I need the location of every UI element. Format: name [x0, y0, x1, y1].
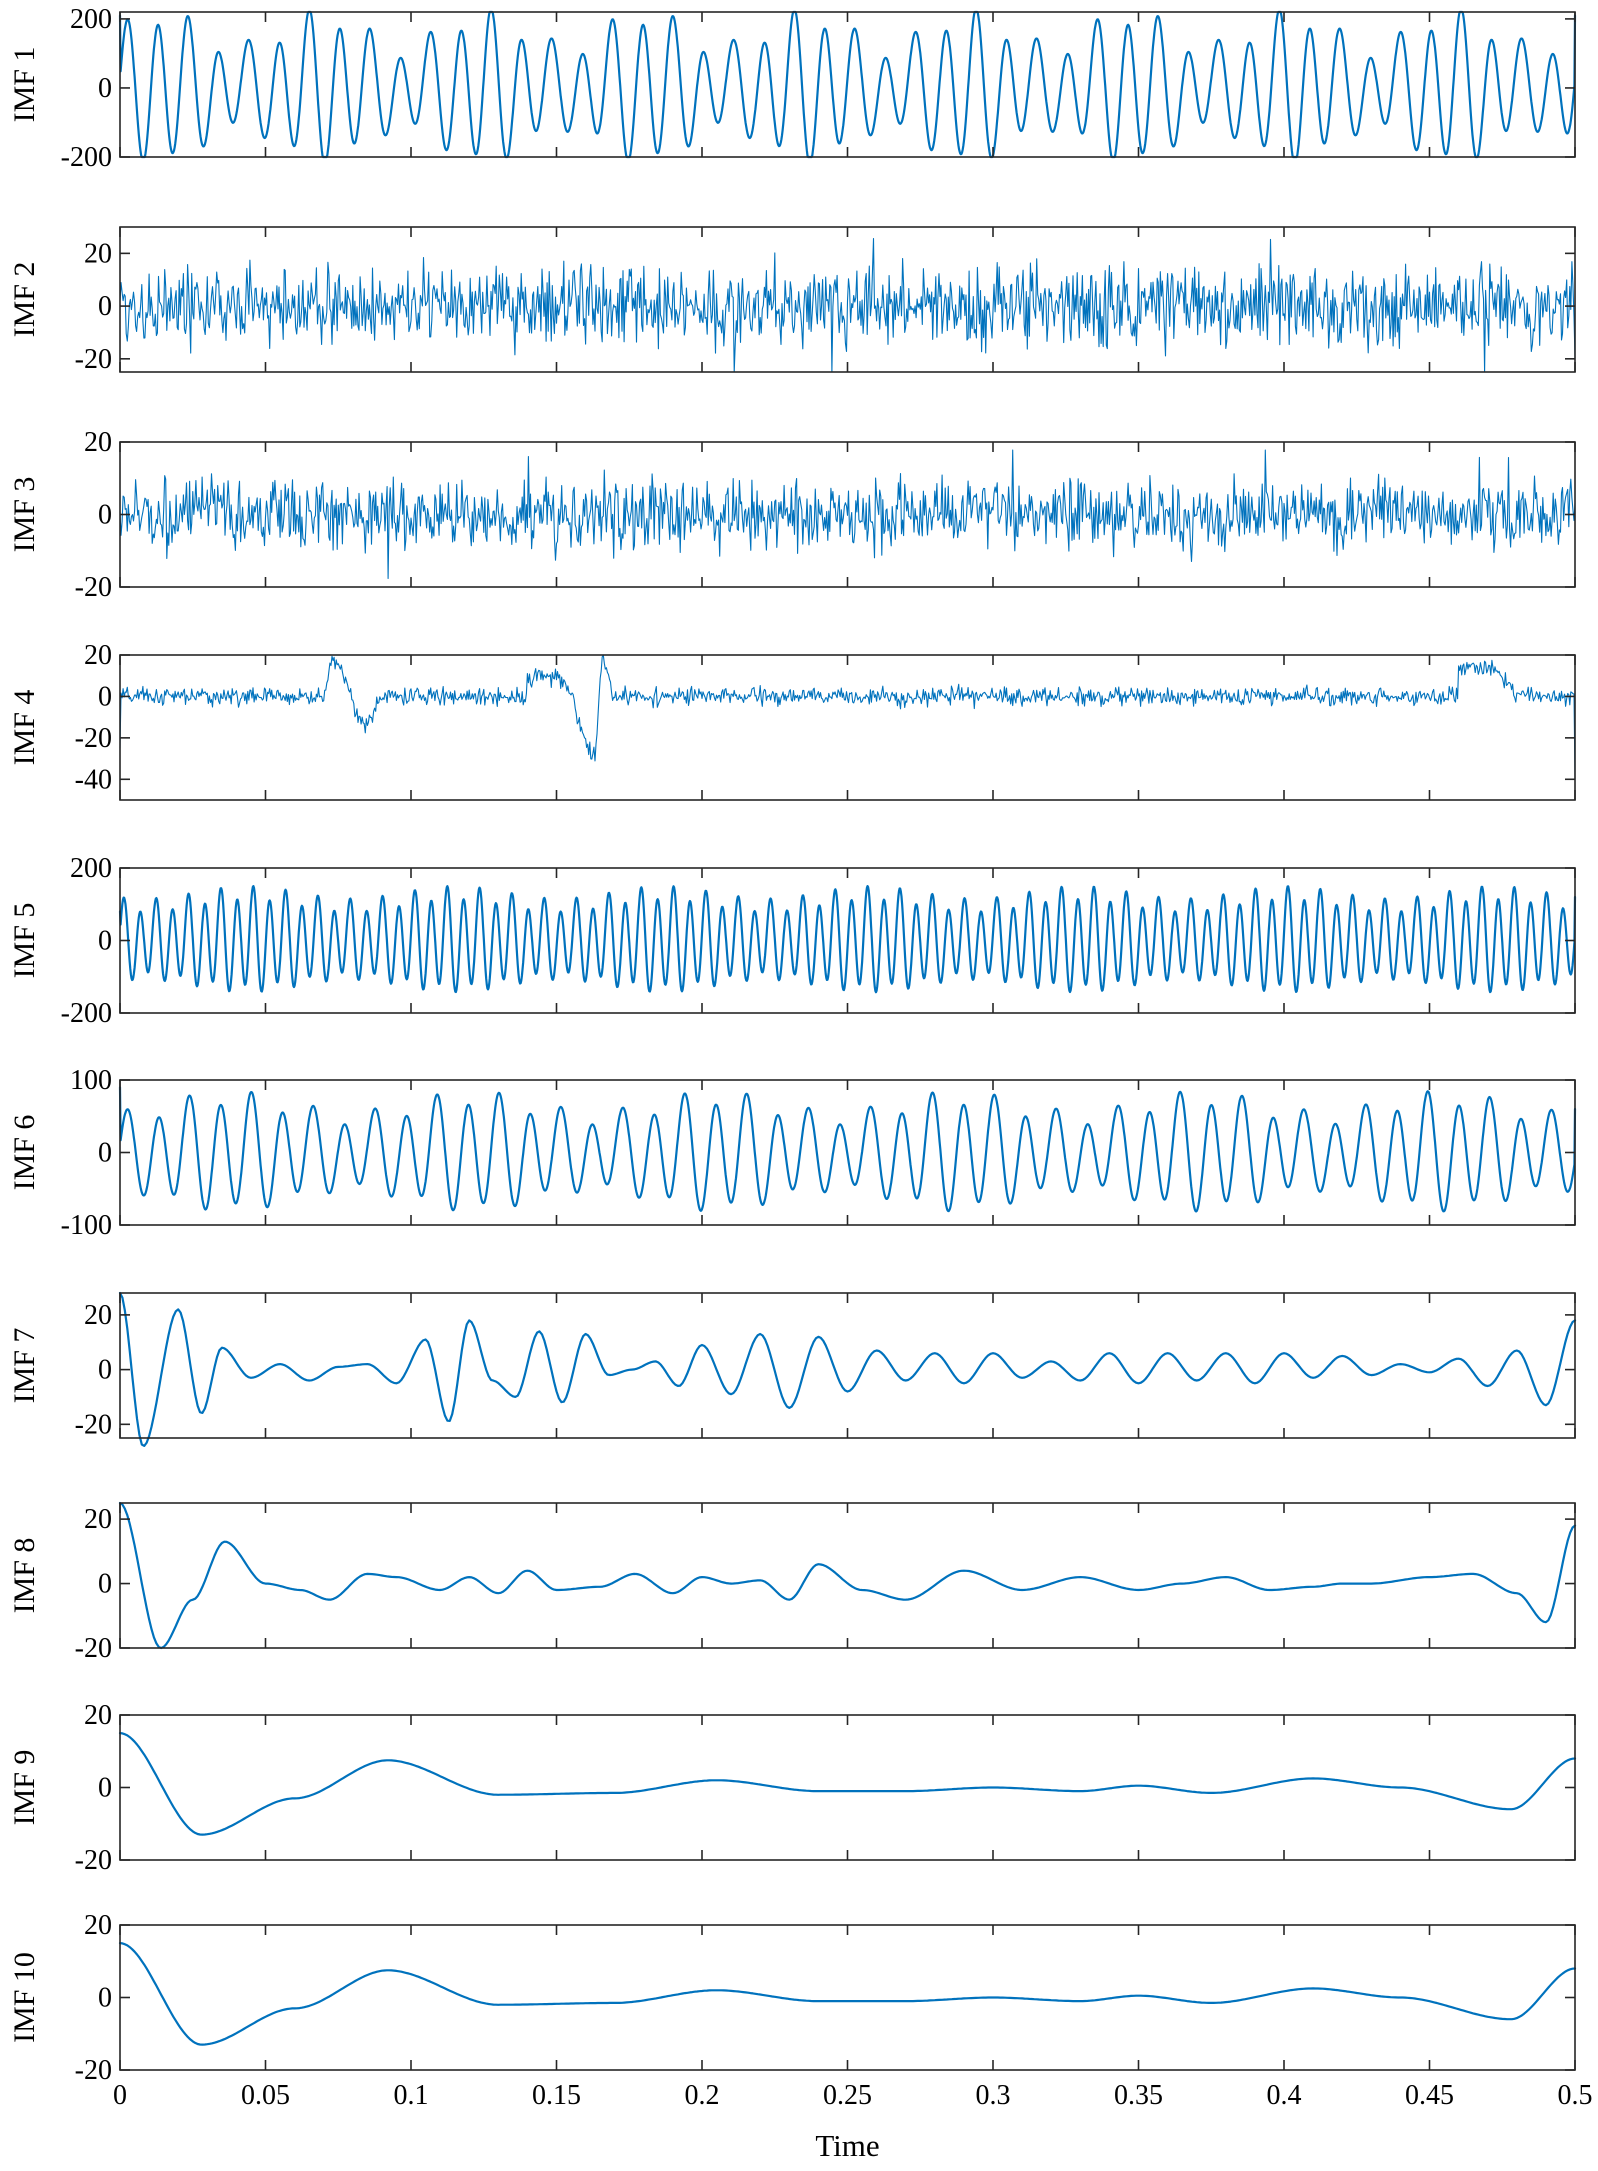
- imf3-ylabel: IMF 3: [8, 477, 41, 553]
- imf5-ytick-label: -200: [61, 998, 112, 1029]
- imf8-series-line: [118, 1501, 1577, 1650]
- xtick-label: 0.4: [1267, 2080, 1302, 2111]
- xtick-label: 0.15: [532, 2080, 581, 2111]
- xtick-label: 0.5: [1558, 2080, 1593, 2111]
- xtick-label: 0.25: [823, 2080, 872, 2111]
- imf5-ylabel: IMF 5: [8, 903, 41, 979]
- imf4-series-line: [119, 654, 1576, 780]
- xtick-label: 0.3: [976, 2080, 1011, 2111]
- imf4-ytick-label: -40: [75, 764, 112, 795]
- xtick-label: 0.1: [394, 2080, 429, 2111]
- imf1-ytick-label: -200: [61, 142, 112, 173]
- imf10-ylabel: IMF 10: [8, 1952, 41, 2043]
- imf4-ytick-label: 0: [98, 681, 112, 712]
- xtick-label: 0.45: [1405, 2080, 1454, 2111]
- xtick-label: 0.05: [241, 2080, 290, 2111]
- imf6-series-line: [118, 1086, 1577, 1213]
- imf6-ylabel: IMF 6: [8, 1115, 41, 1191]
- imf7-ylabel: IMF 7: [8, 1328, 41, 1404]
- imf9-ylabel: IMF 9: [8, 1750, 41, 1826]
- imf10-ytick-label: 20: [84, 1910, 112, 1941]
- imf1-series-line: [118, 10, 1577, 159]
- imf8-ylabel: IMF 8: [8, 1538, 41, 1614]
- imf7-ytick-label: -20: [75, 1409, 112, 1440]
- imf4-axes-frame: [119, 654, 1576, 801]
- imf5-ytick-label: 200: [70, 853, 112, 884]
- imf8-ytick-label: -20: [75, 1633, 112, 1664]
- imf1-ylabel: IMF 1: [8, 47, 41, 123]
- imf5-ytick-label: 0: [98, 926, 112, 957]
- imf3-ytick-label: -20: [75, 572, 112, 603]
- imf7-series-line: [118, 1291, 1577, 1447]
- imf9-ytick-label: -20: [75, 1845, 112, 1876]
- imf8-ytick-label: 0: [98, 1569, 112, 1600]
- imf2-series-line: [119, 238, 1576, 373]
- imf6-ytick-label: 100: [70, 1065, 112, 1096]
- imf3-ytick-label: 0: [98, 500, 112, 531]
- imf3-ytick-label: 20: [84, 427, 112, 458]
- xtick-label: 0: [113, 2080, 127, 2111]
- imf4-ytick-label: 20: [84, 640, 112, 671]
- imf10-series-line: [118, 1942, 1577, 2046]
- imf2-ytick-label: -20: [75, 344, 112, 375]
- imf9-series-line: [118, 1732, 1577, 1836]
- imf8-axes-frame: [119, 1502, 1576, 1649]
- imf10-axes-frame: [119, 1924, 1576, 2071]
- xtick-label: 0.2: [685, 2080, 720, 2111]
- x-axis-label: Time: [815, 2128, 879, 2163]
- imf5-series-line: [118, 885, 1577, 994]
- imf10-ytick-label: 0: [98, 1983, 112, 2014]
- imf1-ytick-label: 200: [70, 4, 112, 35]
- imf9-ytick-label: 20: [84, 1700, 112, 1731]
- imf3-series-line: [119, 449, 1576, 580]
- imf6-ytick-label: 0: [98, 1138, 112, 1169]
- imf2-ylabel: IMF 2: [8, 262, 41, 338]
- imf7-ytick-label: 20: [84, 1300, 112, 1331]
- imf1-ytick-label: 0: [98, 73, 112, 104]
- imf8-ytick-label: 20: [84, 1504, 112, 1535]
- imf9-axes-frame: [119, 1714, 1576, 1861]
- imf2-ytick-label: 0: [98, 291, 112, 322]
- imf4-ytick-label: -20: [75, 723, 112, 754]
- imf4-ylabel: IMF 4: [8, 690, 41, 766]
- xtick-label: 0.35: [1114, 2080, 1163, 2111]
- imf6-ytick-label: -100: [61, 1210, 112, 1241]
- imf2-ytick-label: 20: [84, 238, 112, 269]
- imf9-ytick-label: 0: [98, 1773, 112, 1804]
- imf7-ytick-label: 0: [98, 1355, 112, 1386]
- imf10-ytick-label: -20: [75, 2055, 112, 2086]
